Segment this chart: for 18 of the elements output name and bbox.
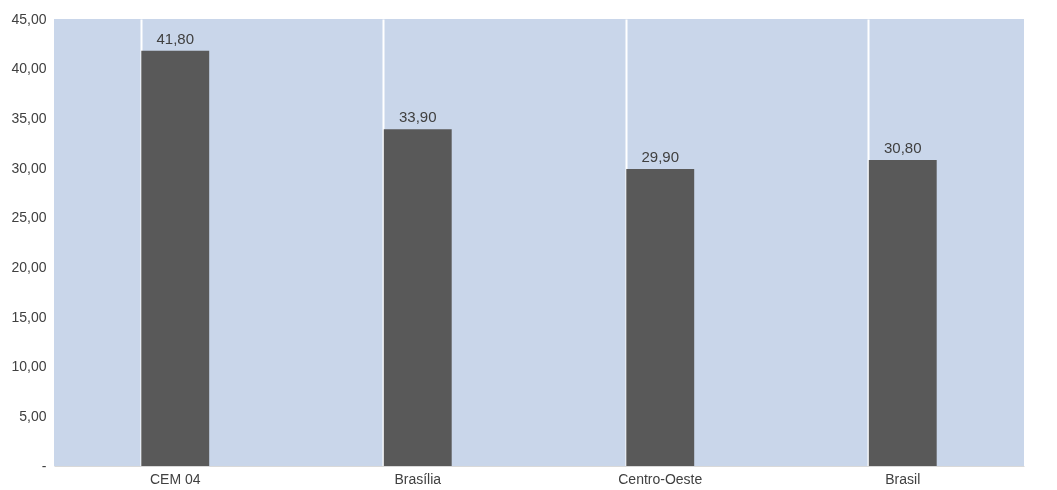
y-tick-label: 30,00	[11, 159, 47, 176]
x-tick-label: Centro-Oeste	[618, 470, 703, 487]
y-tick-label: 10,00	[11, 358, 47, 375]
y-tick-label: 40,00	[11, 60, 47, 77]
x-tick-label: Brasil	[885, 470, 921, 487]
y-tick-label: 5,00	[19, 407, 47, 424]
data-label: 29,90	[641, 147, 680, 165]
y-tick-label: 15,00	[11, 308, 47, 325]
x-tick-label: Brasília	[394, 470, 442, 487]
y-tick-label: 45,00	[11, 10, 47, 27]
y-tick-label: -	[41, 457, 47, 474]
y-tick-label: 20,00	[11, 258, 47, 275]
y-tick-label: 35,00	[11, 109, 47, 126]
data-label: 30,80	[883, 139, 922, 157]
x-tick-label: CEM 04	[149, 470, 201, 487]
y-tick-label: 25,00	[11, 209, 47, 226]
data-label: 41,80	[156, 29, 195, 47]
data-label: 33,90	[398, 108, 437, 126]
